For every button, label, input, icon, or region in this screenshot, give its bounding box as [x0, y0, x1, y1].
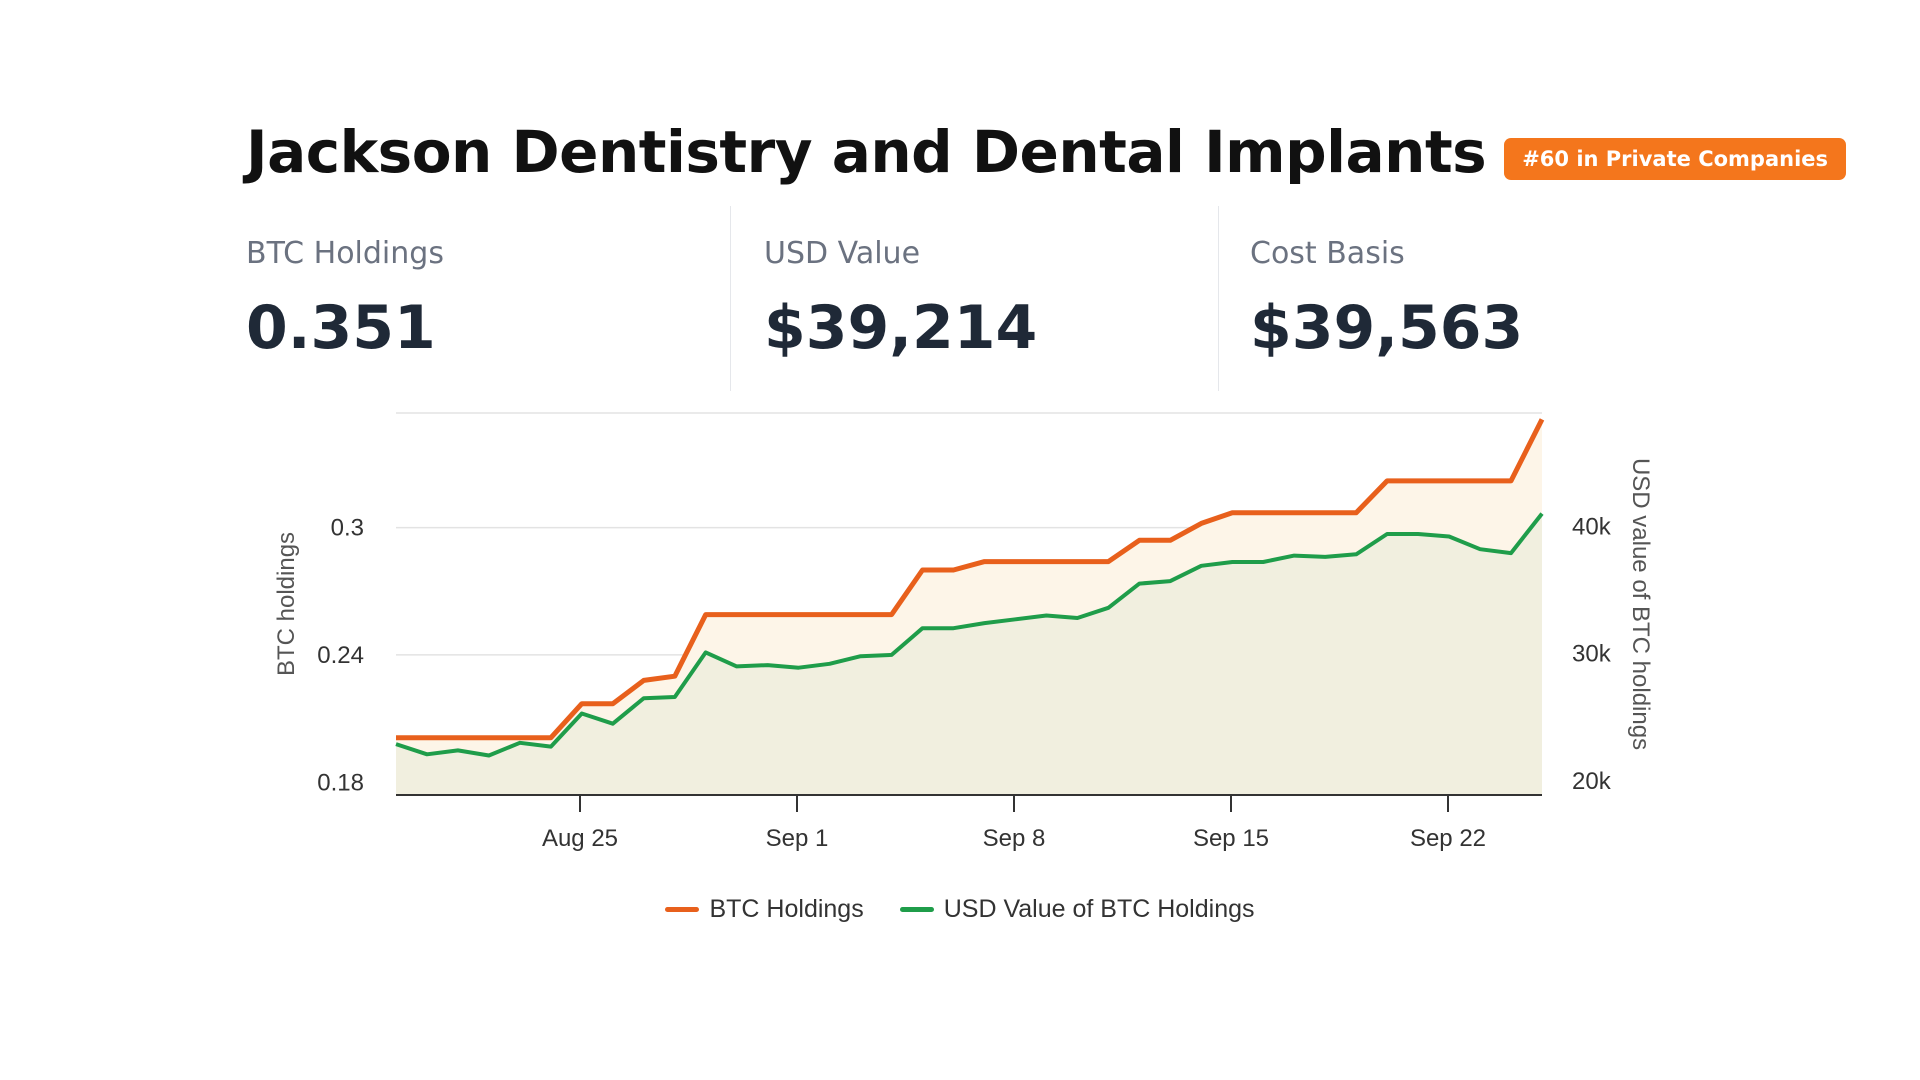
btc-holdings-line	[396, 418, 1545, 741]
stat-cost-amount: $39,563	[1250, 293, 1524, 363]
stat-divider	[1218, 206, 1219, 391]
legend-swatch-btc	[665, 907, 700, 912]
rank-badge[interactable]: #60 in Private Companies	[1504, 138, 1847, 180]
stat-usd-label: USD Value	[764, 236, 921, 271]
y-right-tick-label: 30k	[1572, 641, 1612, 668]
stat-cost-label: Cost Basis	[1250, 236, 1405, 271]
y-left-axis-title: BTC holdings	[273, 532, 300, 676]
legend-label-usd: USD Value of BTC Holdings	[943, 895, 1255, 923]
y-left-tick-label: 0.3	[331, 515, 364, 542]
legend-swatch-usd	[899, 907, 934, 912]
y-left-tick-label: 0.18	[317, 769, 364, 796]
stat-btc-holdings: BTC Holdings 0.351	[246, 206, 444, 391]
stat-usd-value: USD Value $39,214	[764, 206, 1037, 391]
y-right-tick-label: 20k	[1572, 768, 1612, 795]
y-right-tick-label: 40k	[1572, 513, 1612, 540]
chart-legend: BTC Holdings USD Value of BTC Holdings	[0, 895, 1920, 924]
x-tick-label: Sep 15	[1193, 825, 1269, 852]
x-tick-label: Aug 25	[542, 825, 618, 852]
y-right-axis-title: USD value of BTC holdings	[1627, 458, 1654, 750]
usd-value-area	[396, 513, 1542, 795]
x-tick-label: Sep 1	[766, 825, 829, 852]
x-tick-label: Sep 22	[1410, 825, 1486, 852]
stat-divider	[730, 206, 731, 391]
stat-cost-basis: Cost Basis $39,563	[1250, 206, 1523, 391]
x-tick-label: Sep 8	[983, 825, 1046, 852]
usd-value-line	[395, 512, 1544, 758]
legend-item-btc[interactable]: BTC Holdings	[665, 895, 864, 924]
page-title: Jackson Dentistry and Dental Implants	[246, 118, 1487, 186]
y-left-tick-label: 0.24	[317, 642, 364, 669]
page-header: Jackson Dentistry and Dental Implants #6…	[246, 118, 1847, 186]
stat-btc-label: BTC Holdings	[246, 236, 444, 271]
stat-usd-amount: $39,214	[764, 293, 1038, 363]
legend-item-usd[interactable]: USD Value of BTC Holdings	[899, 895, 1255, 924]
stat-btc-value: 0.351	[246, 293, 436, 363]
legend-label-btc: BTC Holdings	[709, 895, 864, 923]
